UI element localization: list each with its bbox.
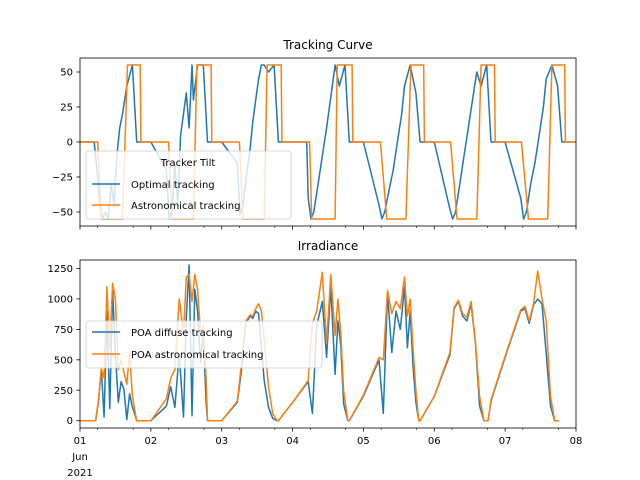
y-tick-label: 0 [67, 138, 73, 149]
x-tick-sublabel-year: 2021 [67, 468, 92, 479]
legend-label-poa-diffuse-tracking: POA diffuse tracking [131, 328, 233, 339]
y-tick-label: 0 [67, 416, 73, 427]
y-tick-label: −25 [52, 173, 73, 184]
x-tick-label: 04 [286, 436, 299, 447]
x-tick-label: 01 [74, 436, 87, 447]
irradiance-title: Irradiance [298, 239, 358, 253]
y-tick-label: 50 [60, 68, 73, 79]
x-tick-label: 05 [357, 436, 370, 447]
tracking-curve-legend-title: Tracker Tilt [160, 158, 216, 169]
y-tick-label: 750 [54, 325, 73, 336]
x-tick-label: 06 [428, 436, 441, 447]
x-tick-label: 07 [499, 436, 512, 447]
y-tick-label: 1000 [48, 294, 73, 305]
x-tick-label: 02 [144, 436, 157, 447]
x-tick-sublabel-month: Jun [71, 452, 88, 463]
y-tick-label: 1250 [48, 264, 73, 275]
irradiance-legend-box [85, 320, 323, 369]
tracking-curve-panel: Tracking Curve 50 25 0 −25 −50 Tracker Tilt … [52, 38, 577, 230]
tracking-curve-axes-frame [79, 57, 577, 227]
x-tick-label: 03 [215, 436, 228, 447]
irradiance-panel: Irradiance 1250 1000 750 500 250 0 01 02 03 04 05… [48, 239, 583, 479]
legend-label-optimal-tracking: Optimal tracking [131, 180, 215, 191]
legend-label-poa-astronomical-tracking: POA astronomical tracking [131, 350, 264, 361]
irradiance-legend: POA diffuse tracking POA astronomical tr… [85, 320, 323, 369]
y-tick-label: −50 [52, 208, 73, 219]
tracking-curve-title: Tracking Curve [282, 38, 372, 52]
legend-label-astronomical-tracking: Astronomical tracking [131, 201, 240, 212]
tracking-curve-legend: Tracker Tilt Optimal tracking Astronomic… [85, 150, 292, 220]
irradiance-axes-frame [79, 259, 577, 429]
x-tick-label: 08 [570, 436, 583, 447]
tracking-curve-legend-box [85, 150, 292, 220]
y-tick-label: 500 [54, 355, 73, 366]
y-tick-label: 25 [60, 103, 73, 114]
y-tick-label: 250 [54, 386, 73, 397]
